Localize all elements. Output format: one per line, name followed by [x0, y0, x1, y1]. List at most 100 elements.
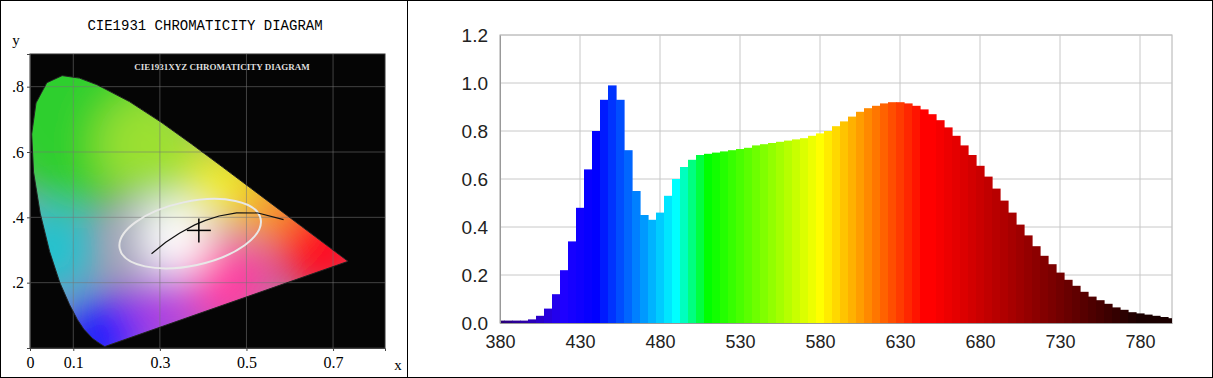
bar: [760, 144, 769, 323]
chromaticity-point: [187, 218, 211, 242]
tick-label: 480: [645, 332, 675, 352]
x-axis-line: [31, 349, 386, 352]
bar: [952, 136, 961, 323]
bar: [872, 106, 881, 323]
bar: [1160, 317, 1169, 323]
bar: [888, 102, 897, 323]
bar: [848, 117, 857, 323]
bar: [824, 131, 833, 323]
tick: 1.0: [462, 73, 500, 94]
bar: [656, 213, 665, 323]
x-axis: 380430480530580630680730780: [485, 323, 1172, 352]
tick-label: 430: [565, 332, 595, 352]
bar: [856, 112, 865, 323]
bar: [840, 121, 849, 323]
tick-mark: [333, 348, 334, 351]
bar: [992, 189, 1001, 323]
bar: [616, 100, 625, 323]
tick-mark: [27, 87, 30, 88]
bar: [776, 142, 785, 323]
tick-mark: [73, 348, 74, 351]
bar: [504, 321, 513, 323]
bar: [832, 126, 841, 323]
region-ellipse: [113, 187, 267, 280]
grid-line: [246, 54, 247, 348]
bar: [536, 316, 545, 323]
tick-label: .8: [12, 78, 24, 95]
tick: 0.8: [462, 121, 500, 142]
bar: [984, 177, 993, 323]
bar: [912, 106, 921, 323]
bar: [864, 108, 873, 323]
bar: [1104, 304, 1113, 323]
bar: [736, 149, 745, 323]
bar: [880, 103, 889, 323]
bar: [1016, 225, 1025, 323]
tick: 0.3: [150, 348, 170, 371]
bar: [1072, 286, 1081, 323]
figure: 00.10.30.50.7.2.4.6.8CIE1931 CHROMATICIT…: [0, 0, 1213, 378]
tick: 580: [805, 323, 835, 352]
tick: 430: [565, 323, 595, 352]
tick-label: 0.6: [462, 169, 488, 190]
panel-border: [408, 1, 1213, 378]
tick: 0.5: [237, 348, 257, 371]
grid-line: [73, 54, 74, 348]
bar: [744, 148, 753, 323]
bar: [560, 270, 569, 323]
bar: [728, 150, 737, 323]
bar: [800, 138, 809, 323]
y-axis-line: [500, 36, 501, 324]
bar: [1056, 273, 1065, 323]
bar: [1128, 312, 1137, 323]
grid-line: [30, 86, 385, 87]
bar: [512, 321, 521, 323]
bar: [1096, 300, 1105, 323]
tick: 380: [485, 323, 515, 352]
tick: 680: [965, 323, 995, 352]
grid-line: [500, 83, 1172, 84]
gamut-color: [57, 296, 141, 348]
grid-line: [30, 282, 385, 283]
plot-marks: [30, 54, 385, 348]
tick-label: 0.8: [462, 121, 488, 142]
tick-label: .6: [12, 144, 24, 161]
bar: [1064, 280, 1073, 323]
bar: [928, 114, 937, 323]
gamut-color: [30, 208, 94, 292]
tick-label: 0.2: [462, 265, 488, 286]
bar: [1032, 246, 1041, 323]
grid-line: [500, 35, 501, 323]
tick-label: 0.5: [237, 354, 257, 371]
tick: .4: [12, 209, 30, 226]
tick-mark: [27, 283, 30, 284]
tick-label: 0.4: [462, 217, 489, 238]
grid-line: [500, 35, 1172, 36]
grid-line: [30, 217, 385, 218]
bar: [720, 151, 729, 323]
tick-label: 1.2: [462, 25, 488, 46]
tick: 730: [1045, 323, 1075, 352]
tick-mark: [27, 152, 30, 153]
tick-label: 680: [965, 332, 995, 352]
bar: [648, 220, 657, 323]
bar: [1040, 256, 1049, 323]
tick: .8: [12, 78, 30, 95]
bar: [752, 145, 761, 323]
bar: [712, 153, 721, 323]
bar: [944, 127, 953, 323]
tick-label: 0: [27, 354, 35, 371]
spectrum-chart: 3804304805305806306807307800.00.20.40.60…: [462, 25, 1177, 352]
tick-mark: [160, 348, 161, 351]
tick: .2: [12, 274, 30, 291]
bar: [968, 155, 977, 323]
tick-label: 0.7: [324, 354, 344, 371]
bar: [1112, 307, 1121, 323]
bar: [688, 160, 697, 323]
tick-mark: [27, 217, 30, 218]
grid-line: [159, 54, 160, 348]
tick-mark: [246, 348, 247, 351]
tick-label: 380: [485, 332, 515, 352]
point-cross: [198, 218, 200, 242]
bar: [904, 103, 913, 323]
